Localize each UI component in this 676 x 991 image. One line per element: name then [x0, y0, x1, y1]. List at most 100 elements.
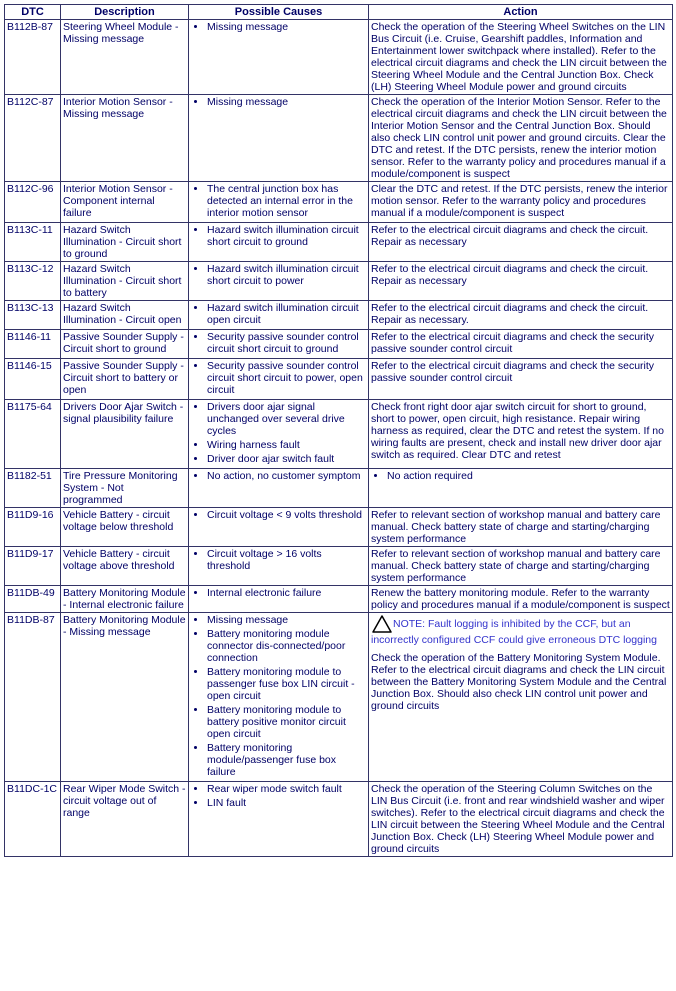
causes-list: Hazard switch illumination circuit open …: [191, 302, 366, 326]
dtc-code: B113C-11: [5, 223, 61, 262]
possible-causes: Missing message: [189, 95, 369, 182]
cause-item: Drivers door ajar signal unchanged over …: [207, 401, 366, 437]
note-block: NOTE: Fault logging is inhibited by the …: [371, 614, 670, 646]
cause-item: Security passive sounder control circuit…: [207, 360, 366, 396]
action-cell: Refer to the electrical circuit diagrams…: [369, 262, 673, 301]
action-text: Refer to the electrical circuit diagrams…: [371, 263, 670, 287]
action-text: Refer to the electrical circuit diagrams…: [371, 331, 670, 355]
cause-item: Circuit voltage < 9 volts threshold: [207, 509, 366, 521]
cause-item: Hazard switch illumination circuit short…: [207, 263, 366, 287]
cause-item: Hazard switch illumination circuit short…: [207, 224, 366, 248]
action-cell: NOTE: Fault logging is inhibited by the …: [369, 613, 673, 782]
cause-item: Internal electronic failure: [207, 587, 366, 599]
cause-item: Battery monitoring module to battery pos…: [207, 704, 366, 740]
action-cell: Refer to relevant section of workshop ma…: [369, 508, 673, 547]
action-text: Refer to relevant section of workshop ma…: [371, 548, 670, 584]
possible-causes: Security passive sounder control circuit…: [189, 330, 369, 359]
dtc-code: B113C-12: [5, 262, 61, 301]
action-cell: Clear the DTC and retest. If the DTC per…: [369, 182, 673, 223]
action-cell: Check the operation of the Interior Moti…: [369, 95, 673, 182]
dtc-code: B1146-11: [5, 330, 61, 359]
cause-item: Hazard switch illumination circuit open …: [207, 302, 366, 326]
header-action: Action: [369, 5, 673, 20]
causes-list: Rear wiper mode switch fault LIN fault: [191, 783, 366, 809]
possible-causes: Drivers door ajar signal unchanged over …: [189, 400, 369, 469]
action-text: Refer to the electrical circuit diagrams…: [371, 224, 670, 248]
dtc-code: B112C-96: [5, 182, 61, 223]
dtc-description: Battery Monitoring Module - Missing mess…: [61, 613, 189, 782]
warning-icon: [371, 614, 393, 634]
cause-item: Battery monitoring module/passenger fuse…: [207, 742, 366, 778]
cause-item: LIN fault: [207, 797, 366, 809]
table-row: B11DC-1CRear Wiper Mode Switch - circuit…: [5, 782, 673, 857]
action-cell: Refer to the electrical circuit diagrams…: [369, 330, 673, 359]
cause-item: Battery monitoring module to passenger f…: [207, 666, 366, 702]
action-cell: Check the operation of the Steering Whee…: [369, 20, 673, 95]
dtc-description: Drivers Door Ajar Switch - signal plausi…: [61, 400, 189, 469]
action-item: No action required: [387, 470, 670, 482]
table-row: B112B-87Steering Wheel Module - Missing …: [5, 20, 673, 95]
dtc-code: B11DC-1C: [5, 782, 61, 857]
dtc-code: B112B-87: [5, 20, 61, 95]
table-row: B112C-87Interior Motion Sensor - Missing…: [5, 95, 673, 182]
action-cell: No action required: [369, 469, 673, 508]
action-text: Refer to relevant section of workshop ma…: [371, 509, 670, 545]
possible-causes: Circuit voltage < 9 volts threshold: [189, 508, 369, 547]
causes-list: The central junction box has detected an…: [191, 183, 366, 219]
possible-causes: No action, no customer symptom: [189, 469, 369, 508]
table-row: B11DB-49Battery Monitoring Module - Inte…: [5, 586, 673, 613]
action-text: Check the operation of the Interior Moti…: [371, 96, 670, 180]
dtc-description: Interior Motion Sensor - Missing message: [61, 95, 189, 182]
causes-list: Security passive sounder control circuit…: [191, 331, 366, 355]
causes-list: Drivers door ajar signal unchanged over …: [191, 401, 366, 465]
dtc-description: Vehicle Battery - circuit voltage below …: [61, 508, 189, 547]
possible-causes: The central junction box has detected an…: [189, 182, 369, 223]
causes-list: Internal electronic failure: [191, 587, 366, 599]
causes-list: Circuit voltage < 9 volts threshold: [191, 509, 366, 521]
cause-item: Wiring harness fault: [207, 439, 366, 451]
possible-causes: Security passive sounder control circuit…: [189, 359, 369, 400]
possible-causes: Hazard switch illumination circuit short…: [189, 223, 369, 262]
table-row: B113C-12Hazard Switch Illumination - Cir…: [5, 262, 673, 301]
action-text: Refer to the electrical circuit diagrams…: [371, 360, 670, 384]
cause-item: Missing message: [207, 96, 366, 108]
cause-item: Driver door ajar switch fault: [207, 453, 366, 465]
action-text: Check the operation of the Steering Whee…: [371, 21, 670, 93]
dtc-description: Interior Motion Sensor - Component inter…: [61, 182, 189, 223]
dtc-description: Steering Wheel Module - Missing message: [61, 20, 189, 95]
dtc-description: Hazard Switch Illumination - Circuit sho…: [61, 223, 189, 262]
dtc-code: B11D9-16: [5, 508, 61, 547]
table-row: B11D9-16Vehicle Battery - circuit voltag…: [5, 508, 673, 547]
dtc-description: Tire Pressure Monitoring System - Not pr…: [61, 469, 189, 508]
table-row: B112C-96Interior Motion Sensor - Compone…: [5, 182, 673, 223]
action-text: Check the operation of the Steering Colu…: [371, 783, 670, 855]
table-header-row: DTC Description Possible Causes Action: [5, 5, 673, 20]
action-cell: Refer to the electrical circuit diagrams…: [369, 359, 673, 400]
cause-item: Security passive sounder control circuit…: [207, 331, 366, 355]
dtc-description: Rear Wiper Mode Switch - circuit voltage…: [61, 782, 189, 857]
dtc-code: B1146-15: [5, 359, 61, 400]
action-cell: Check the operation of the Steering Colu…: [369, 782, 673, 857]
causes-list: Circuit voltage > 16 volts threshold: [191, 548, 366, 572]
action-list: No action required: [371, 470, 670, 482]
possible-causes: Missing message: [189, 20, 369, 95]
causes-list: Missing message: [191, 21, 366, 33]
dtc-code: B113C-13: [5, 301, 61, 330]
causes-list: Hazard switch illumination circuit short…: [191, 224, 366, 248]
possible-causes: Missing messageBattery monitoring module…: [189, 613, 369, 782]
dtc-code: B11DB-87: [5, 613, 61, 782]
dtc-description: Battery Monitoring Module - Internal ele…: [61, 586, 189, 613]
cause-item: Rear wiper mode switch fault: [207, 783, 366, 795]
dtc-description: Vehicle Battery - circuit voltage above …: [61, 547, 189, 586]
action-cell: Refer to the electrical circuit diagrams…: [369, 223, 673, 262]
dtc-code: B11DB-49: [5, 586, 61, 613]
table-row: B1182-51Tire Pressure Monitoring System …: [5, 469, 673, 508]
causes-list: Missing message: [191, 96, 366, 108]
causes-list: No action, no customer symptom: [191, 470, 366, 482]
causes-list: Missing messageBattery monitoring module…: [191, 614, 366, 778]
header-description: Description: [61, 5, 189, 20]
cause-item: No action, no customer symptom: [207, 470, 366, 482]
action-cell: Renew the battery monitoring module. Ref…: [369, 586, 673, 613]
action-cell: Refer to the electrical circuit diagrams…: [369, 301, 673, 330]
header-dtc: DTC: [5, 5, 61, 20]
